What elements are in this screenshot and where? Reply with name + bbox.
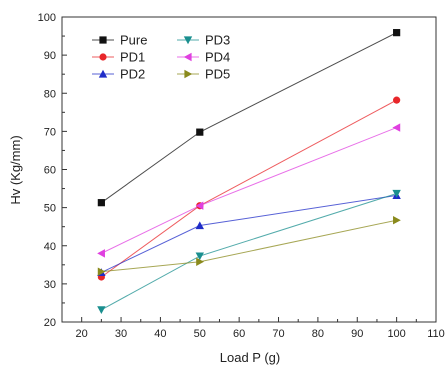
legend-marker-pd3 xyxy=(183,36,193,45)
legend-marker-pd4 xyxy=(183,52,192,62)
data-point-pd5 xyxy=(196,257,204,266)
x-tick-label: 20 xyxy=(76,328,88,340)
y-tick-label: 40 xyxy=(44,241,56,253)
y-tick-label: 70 xyxy=(44,126,56,138)
x-tick-label: 100 xyxy=(387,328,405,340)
data-point-pd3 xyxy=(392,189,401,198)
y-tick-label: 30 xyxy=(44,279,56,291)
data-point-pd4 xyxy=(97,249,105,258)
data-point-pd1 xyxy=(393,96,401,104)
y-axis-title: Hv (Kg/mm) xyxy=(8,135,23,204)
legend-label-pd3: PD3 xyxy=(205,33,230,48)
data-point-pd5 xyxy=(97,267,106,276)
y-tick-label: 90 xyxy=(44,50,56,62)
legend-label-pd5: PD5 xyxy=(205,67,230,82)
data-point-pure xyxy=(97,199,105,207)
x-tick-label: 30 xyxy=(115,328,127,340)
series-line-pd5 xyxy=(101,219,397,273)
x-tick-label: 90 xyxy=(351,328,363,340)
x-axis-title: Load P (g) xyxy=(220,350,280,365)
x-tick-label: 110 xyxy=(427,328,445,340)
data-point-pure xyxy=(196,128,204,136)
series-line-pd4 xyxy=(101,127,397,254)
x-tick-label: 70 xyxy=(272,328,284,340)
y-tick-label: 80 xyxy=(44,88,56,100)
y-tick-label: 50 xyxy=(44,203,56,215)
x-tick-label: 50 xyxy=(194,328,206,340)
series-line-pd2 xyxy=(101,194,397,273)
series-line-pd1 xyxy=(101,99,397,278)
data-point-pd3 xyxy=(97,306,106,314)
series-layer xyxy=(97,29,401,314)
legend-marker-pure xyxy=(99,36,107,44)
series-line-pure xyxy=(101,32,397,204)
y-tick-label: 20 xyxy=(44,317,56,329)
legend: Pure PD1 PD2 PD3 PD4 PD5 xyxy=(92,33,230,82)
data-point-pd4 xyxy=(195,201,204,210)
legend-label-pd1: PD1 xyxy=(120,50,145,65)
legend-marker-pd2 xyxy=(98,69,108,78)
data-point-pd4 xyxy=(392,123,401,132)
plot-frame xyxy=(61,16,437,323)
x-tick-label: 40 xyxy=(154,328,166,340)
legend-label-pure: Pure xyxy=(120,33,147,48)
x-tick-label: 80 xyxy=(312,328,324,340)
axis-ticks: 20 30 40 50 60 70 80 90 100 110 20 30 40 50 60 70 80 90 10… xyxy=(38,12,445,340)
data-point-pure xyxy=(393,29,401,37)
data-point-pd3 xyxy=(195,252,204,261)
data-point-pd2 xyxy=(195,221,204,230)
legend-marker-pd5 xyxy=(184,69,193,79)
y-tick-label: 60 xyxy=(44,165,56,177)
y-tick-label: 100 xyxy=(38,12,56,24)
data-point-pd5 xyxy=(393,216,401,225)
legend-label-pd4: PD4 xyxy=(205,50,230,65)
legend-marker-pd1 xyxy=(99,53,107,61)
legend-label-pd2: PD2 xyxy=(120,67,145,82)
x-tick-label: 60 xyxy=(233,328,245,340)
